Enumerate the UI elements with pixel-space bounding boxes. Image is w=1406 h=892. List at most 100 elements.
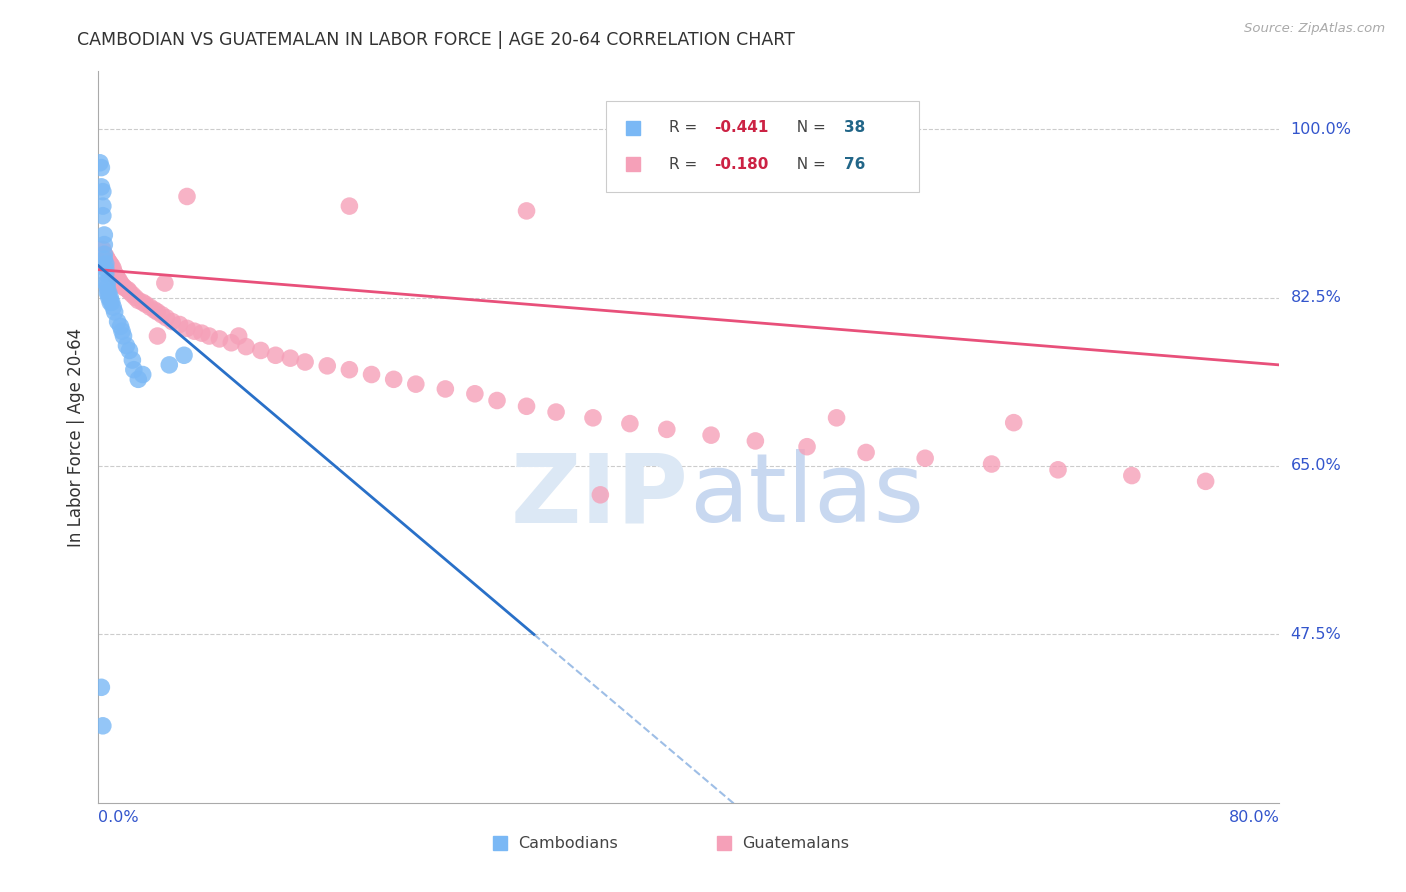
- Point: [93, 227, 115, 242]
- Text: 47.5%: 47.5%: [1291, 627, 1341, 642]
- Point: [464, 386, 486, 401]
- Point: [316, 359, 339, 373]
- Point: [486, 393, 509, 408]
- Point: [582, 410, 605, 425]
- Point: [91, 209, 114, 223]
- Point: [91, 719, 114, 733]
- Point: [91, 199, 114, 213]
- Point: [280, 351, 302, 366]
- Point: [914, 451, 936, 466]
- Point: [405, 377, 427, 392]
- Text: R =: R =: [669, 157, 702, 172]
- Point: [117, 283, 139, 297]
- Point: [93, 252, 115, 266]
- Point: [146, 305, 169, 319]
- Point: [208, 332, 231, 346]
- Point: [434, 382, 457, 396]
- Point: [1002, 416, 1025, 430]
- Point: [97, 255, 120, 269]
- Point: [146, 329, 169, 343]
- Point: [155, 310, 177, 325]
- Point: [112, 280, 135, 294]
- Point: [103, 264, 125, 278]
- Text: N =: N =: [787, 157, 831, 172]
- Point: [619, 417, 641, 431]
- Point: [121, 353, 143, 368]
- Point: [235, 340, 257, 354]
- Point: [294, 355, 316, 369]
- Text: 65.0%: 65.0%: [1291, 458, 1341, 474]
- Point: [169, 318, 191, 332]
- Point: [655, 422, 678, 436]
- Point: [516, 399, 538, 413]
- Point: [360, 368, 382, 382]
- Point: [94, 257, 117, 271]
- Point: [98, 295, 121, 310]
- Point: [127, 372, 149, 386]
- Point: [153, 276, 176, 290]
- Point: [546, 405, 568, 419]
- Y-axis label: In Labor Force | Age 20-64: In Labor Force | Age 20-64: [66, 327, 84, 547]
- Point: [980, 457, 1002, 471]
- Text: 38: 38: [844, 120, 865, 136]
- Point: [135, 297, 157, 311]
- Point: [132, 295, 155, 310]
- Point: [110, 276, 132, 290]
- Point: [173, 348, 195, 362]
- Point: [110, 319, 132, 334]
- Text: Guatemalans: Guatemalans: [742, 836, 849, 851]
- Point: [112, 329, 135, 343]
- Point: [111, 278, 134, 293]
- Point: [96, 281, 118, 295]
- Point: [91, 185, 114, 199]
- Text: 82.5%: 82.5%: [1291, 290, 1341, 305]
- Point: [93, 247, 115, 261]
- Point: [104, 305, 127, 319]
- Point: [96, 285, 118, 300]
- Point: [90, 161, 112, 175]
- Point: [250, 343, 273, 358]
- Point: [825, 410, 848, 425]
- Point: [91, 243, 114, 257]
- Point: [700, 428, 723, 442]
- Point: [228, 329, 250, 343]
- Point: [176, 321, 198, 335]
- Point: [97, 291, 120, 305]
- Point: [94, 276, 117, 290]
- Text: N =: N =: [787, 120, 831, 136]
- Point: [132, 368, 155, 382]
- Point: [103, 300, 125, 314]
- Text: 76: 76: [844, 157, 865, 172]
- Text: 80.0%: 80.0%: [1229, 811, 1279, 825]
- Point: [97, 285, 120, 300]
- Point: [100, 295, 122, 310]
- Point: [121, 287, 143, 301]
- Point: [1046, 463, 1070, 477]
- Point: [97, 255, 120, 269]
- Point: [339, 199, 361, 213]
- FancyBboxPatch shape: [606, 101, 920, 192]
- Point: [98, 259, 121, 273]
- Point: [94, 267, 117, 281]
- Point: [105, 268, 128, 283]
- Point: [150, 308, 173, 322]
- Point: [89, 155, 111, 169]
- Point: [115, 338, 138, 352]
- Point: [139, 300, 162, 314]
- Point: [183, 324, 205, 338]
- Point: [94, 261, 117, 276]
- Text: ZIP: ZIP: [510, 449, 689, 542]
- Point: [1121, 468, 1143, 483]
- Point: [162, 315, 183, 329]
- Point: [98, 291, 121, 305]
- Text: R =: R =: [669, 120, 702, 136]
- Text: 0.0%: 0.0%: [98, 811, 139, 825]
- Point: [107, 271, 129, 285]
- Point: [104, 267, 127, 281]
- Text: CAMBODIAN VS GUATEMALAN IN LABOR FORCE | AGE 20-64 CORRELATION CHART: CAMBODIAN VS GUATEMALAN IN LABOR FORCE |…: [77, 31, 796, 49]
- Point: [103, 261, 125, 276]
- Text: 100.0%: 100.0%: [1291, 121, 1351, 136]
- Point: [198, 329, 221, 343]
- Point: [221, 335, 243, 350]
- Point: [796, 440, 818, 454]
